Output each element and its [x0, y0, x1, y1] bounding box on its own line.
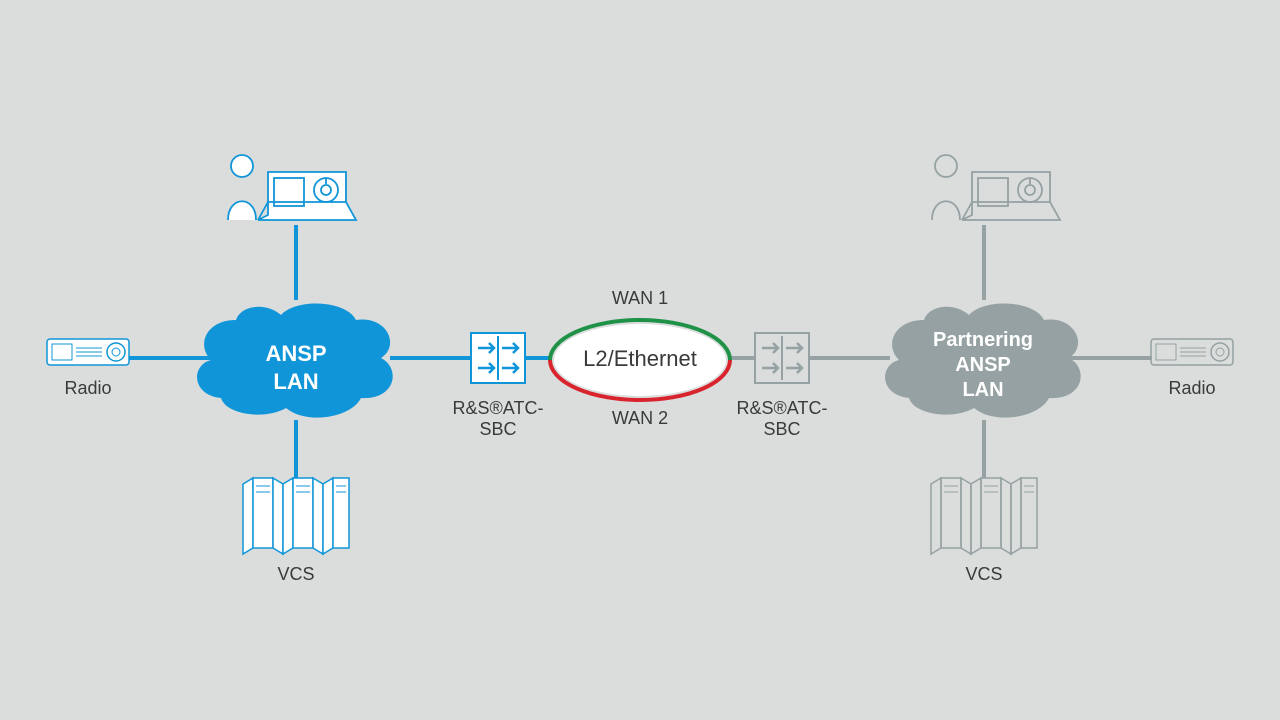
left-sbc-icon: [470, 332, 526, 384]
left-vcs-icon: [241, 476, 351, 556]
right-cloud-label: PartneringANSPLAN: [928, 328, 1038, 403]
right-radio-icon: [1150, 338, 1234, 378]
left-workstation-icon: [218, 150, 358, 230]
left-vcs-label: VCS: [266, 564, 326, 585]
left-cloud-label: ANSPLAN: [256, 340, 336, 395]
left-radio-icon: [46, 338, 130, 378]
network-diagram: ANSPLAN PartneringANSPLAN: [0, 0, 1280, 720]
right-sbc-icon: [754, 332, 810, 384]
ellipse-label: L2/Ethernet: [575, 346, 705, 372]
right-vcs-icon: [929, 476, 1039, 556]
wan1-label: WAN 1: [600, 288, 680, 309]
right-radio-label: Radio: [1162, 378, 1222, 399]
left-radio-label: Radio: [58, 378, 118, 399]
wan2-label: WAN 2: [600, 408, 680, 429]
right-workstation-icon: [922, 150, 1062, 230]
right-vcs-label: VCS: [954, 564, 1014, 585]
right-sbc-label: R&S®ATC-SBC: [722, 398, 842, 440]
left-sbc-label: R&S®ATC-SBC: [438, 398, 558, 440]
